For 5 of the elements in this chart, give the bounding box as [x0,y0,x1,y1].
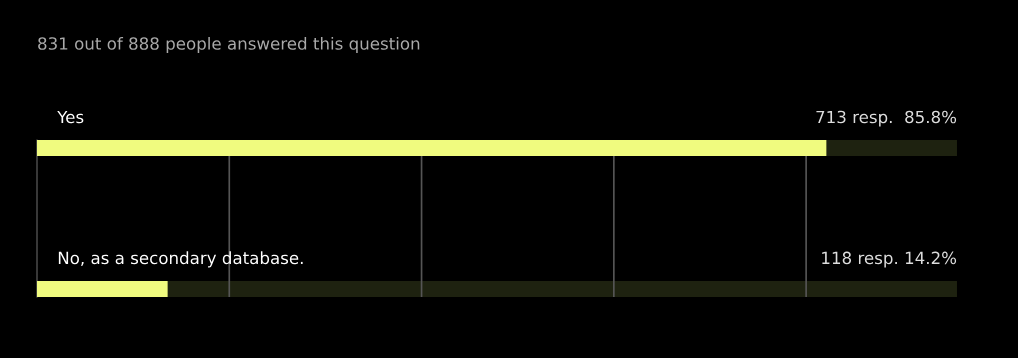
chart-title: 831 out of 888 people answered this question [38,36,420,54]
y-tick-label: No, as a secondary database. [58,251,303,268]
data-label: 118 resp. 14.2% [822,251,957,268]
data-label: 713 resp. 85.8% [816,110,957,127]
y-tick-label: Yes [57,110,84,124]
